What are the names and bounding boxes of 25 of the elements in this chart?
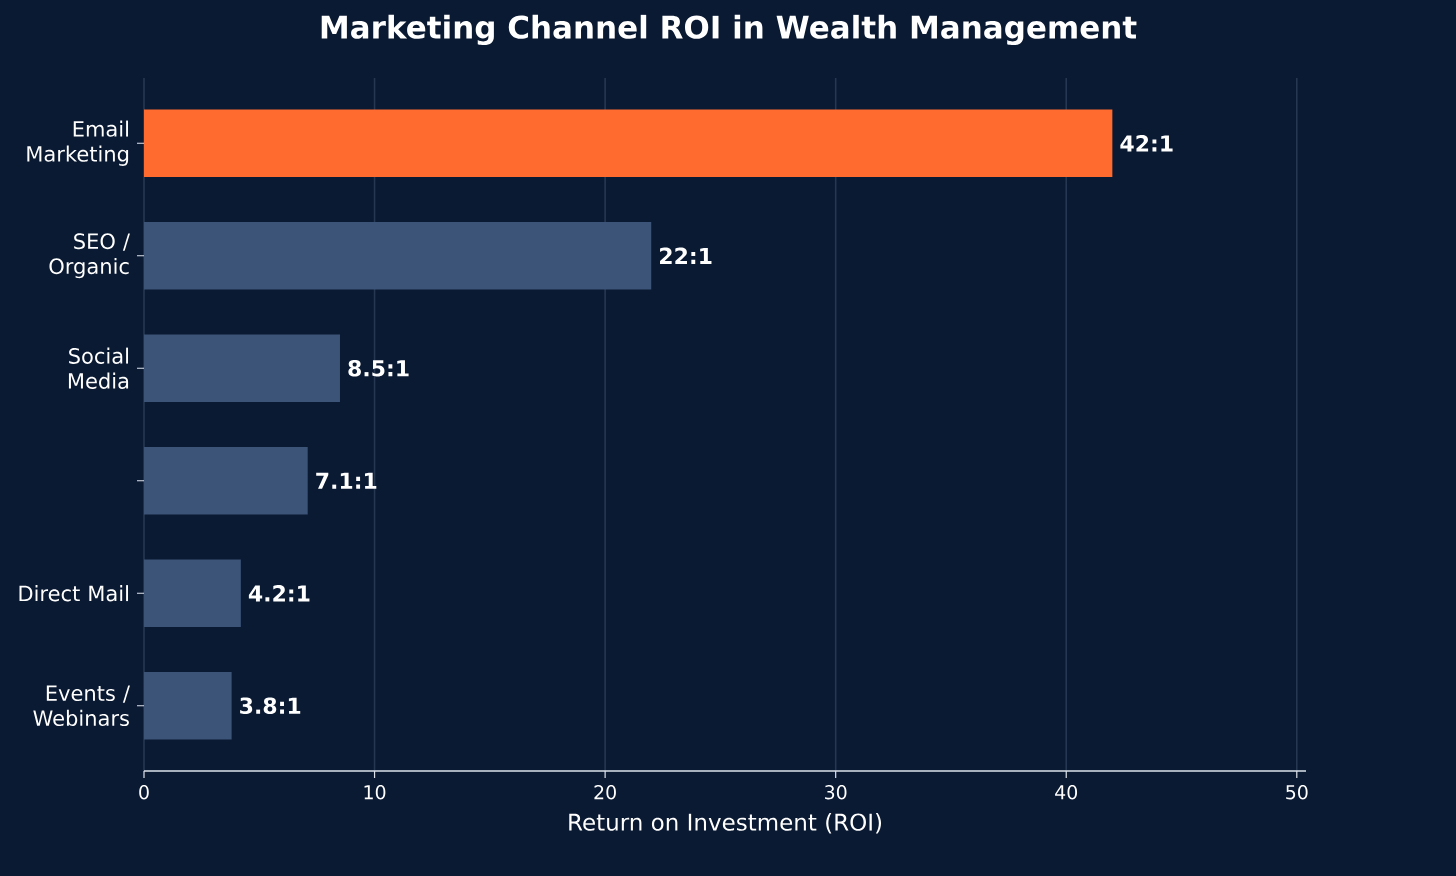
- bar: [144, 222, 652, 290]
- bar: [144, 109, 1113, 178]
- x-axis-title: Return on Investment (ROI): [569, 813, 882, 834]
- y-tick-label: Social Media: [68, 347, 129, 389]
- y-tick-label: Events / Webinars: [33, 685, 130, 727]
- y-tick-label: Email Marketing: [27, 120, 129, 166]
- x-tick-label: 50: [1286, 785, 1308, 800]
- bar: [144, 447, 308, 515]
- x-tick-label: 40: [1055, 785, 1078, 800]
- x-tick-label: 30: [825, 785, 847, 800]
- data-label: 7.1:1: [316, 472, 377, 489]
- x-tick-label: 0: [139, 785, 149, 800]
- y-tick-label: SEO / Organic: [49, 233, 130, 279]
- chart-title: Marketing Channel ROI in Wealth Management: [321, 14, 1137, 46]
- y-tick-label: Direct Mail: [19, 585, 128, 602]
- data-label: 42:1: [1120, 135, 1173, 152]
- data-label: 8.5:1: [348, 359, 409, 377]
- data-label: 4.2:1: [248, 585, 310, 602]
- data-label: 22:1: [660, 247, 712, 264]
- bar: [144, 672, 232, 740]
- x-tick-label: 10: [364, 785, 386, 800]
- x-tick-label: 20: [594, 785, 616, 800]
- bar: [144, 334, 340, 403]
- bar: [144, 559, 241, 628]
- data-label: 3.8:1: [240, 697, 301, 715]
